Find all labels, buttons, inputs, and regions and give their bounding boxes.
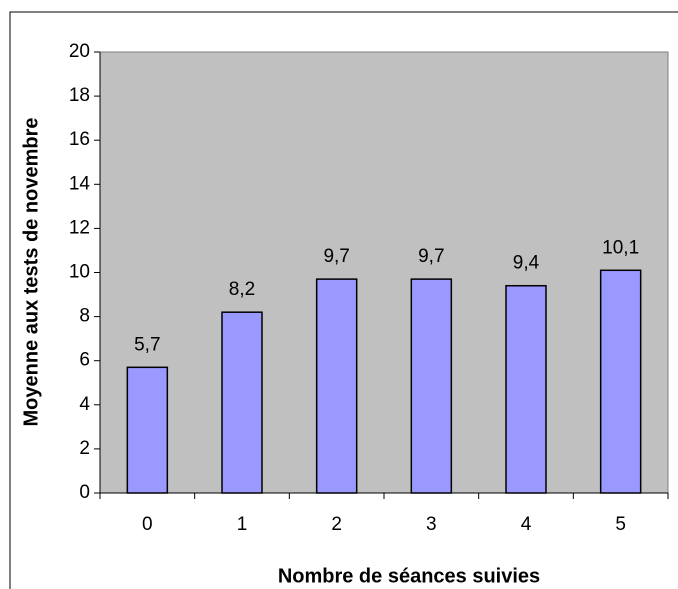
data-label: 8,2 [229,279,255,300]
y-tick-label: 12 [69,217,90,238]
bar [315,278,358,494]
y-tick-label: 16 [69,129,90,150]
x-tick-label: 5 [615,514,626,535]
data-label: 9,7 [323,246,349,267]
y-tick-label: 20 [69,41,90,62]
y-tick-label: 18 [69,85,90,106]
data-label: 5,7 [134,334,160,355]
y-tick-label: 14 [69,173,91,194]
y-tick-label: 10 [69,262,90,283]
x-tick-label: 4 [521,514,532,535]
y-tick-label: 6 [79,350,90,371]
y-tick-label: 8 [79,306,90,327]
bar [410,278,453,494]
y-tick-label: 0 [79,482,90,503]
x-tick-label: 1 [237,514,248,535]
x-tick-label: 2 [331,514,342,535]
bar [221,311,263,494]
bar [599,269,642,494]
bar [126,366,169,494]
x-axis-title: Nombre de séances suivies [278,565,540,587]
chart-frame [9,11,678,589]
y-axis-title: Moyenne aux tests de novembre [20,118,42,427]
x-tick-label: 3 [426,514,437,535]
data-label: 9,4 [513,253,540,274]
data-label: 9,7 [418,246,444,267]
bar [505,284,547,494]
x-tick-label: 0 [142,514,153,535]
data-label: 10,1 [602,237,639,258]
y-tick-label: 4 [79,394,90,415]
y-tick-label: 2 [79,438,90,459]
plot-area [99,51,669,494]
